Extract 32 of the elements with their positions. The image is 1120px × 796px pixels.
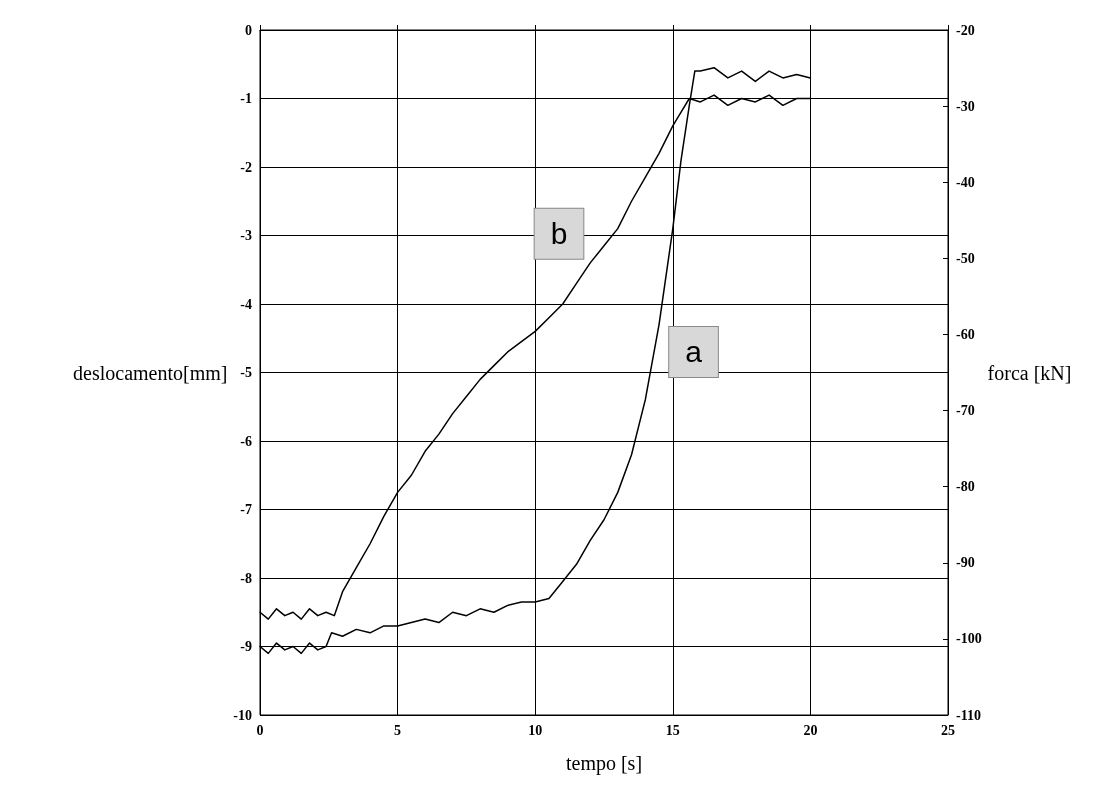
y-tick-label: -3 (240, 228, 252, 243)
y-tick-label: -8 (240, 570, 252, 586)
y2-tick-label: -80 (956, 479, 975, 495)
y2-tick-label: -110 (956, 707, 981, 723)
x-tick-label: 5 (394, 722, 402, 738)
y2-tick-label: -50 (956, 250, 975, 266)
annotation: b (550, 217, 568, 251)
y2-tick-label: -70 (956, 403, 975, 419)
x-tick-label: 25 (941, 722, 955, 738)
y-tick-label: -6 (240, 433, 252, 449)
y2-axis-title: forca [kN] (987, 361, 1072, 384)
y-tick-label: 0 (245, 22, 252, 38)
y2-tick-label: -60 (956, 326, 975, 342)
y2-tick-label: -100 (956, 631, 982, 647)
x-axis-title: tempo [s] (565, 752, 643, 775)
y-tick-label: -5 (240, 365, 252, 380)
y-axis-title: deslocamento[mm] (73, 361, 228, 384)
annotation: a (685, 335, 703, 369)
y2-tick-label: -30 (956, 98, 975, 114)
y-tick-label: -10 (233, 707, 252, 723)
y-tick-label: -7 (240, 502, 252, 517)
y2-tick-label: -90 (956, 555, 975, 571)
x-tick-label: 15 (665, 722, 680, 738)
x-tick-label: 0 (256, 722, 264, 738)
y-tick-label: -4 (240, 296, 252, 312)
x-tick-label: 20 (803, 722, 818, 738)
y-tick-label: -9 (240, 639, 252, 654)
y-tick-label: -2 (240, 159, 252, 175)
y-tick-label: -1 (240, 91, 252, 106)
x-tick-label: 10 (528, 722, 543, 738)
y2-tick-label: -20 (956, 22, 975, 38)
y2-tick-label: -40 (956, 174, 975, 190)
